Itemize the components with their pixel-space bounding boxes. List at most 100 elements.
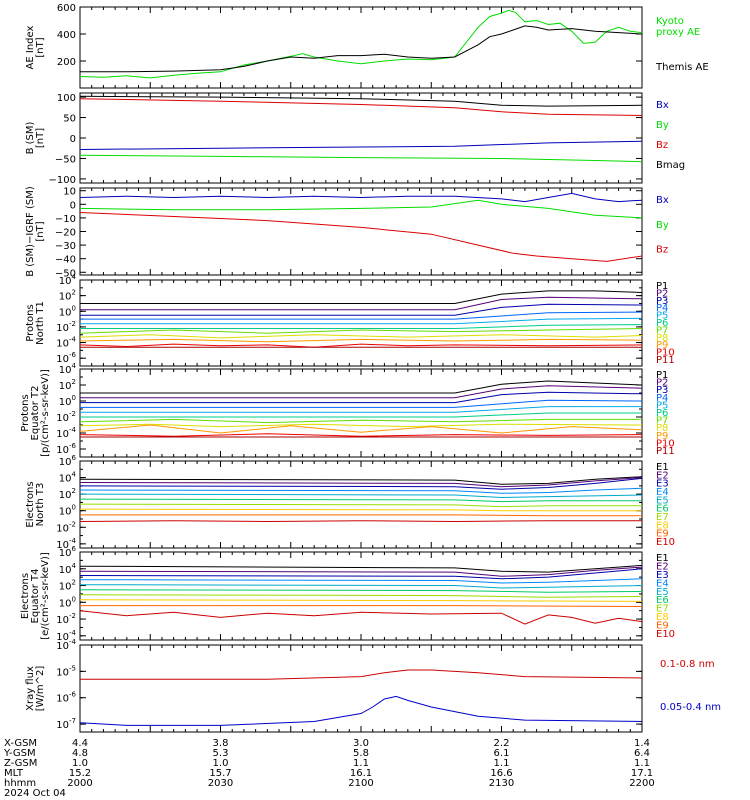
y-tick-label: 100 [59, 595, 76, 609]
series-line-p4 [80, 311, 642, 320]
series-line-e8 [80, 508, 642, 512]
legend-entry: E7 [656, 604, 669, 615]
series-line-0-1-0-8-nm [80, 669, 642, 680]
series-line-p2 [80, 385, 642, 399]
y-tick-label: 102 [59, 579, 76, 593]
panel-ae: 200 400 600 AE Index [nT] Kyoto proxy AE Themis… [25, 3, 709, 89]
y-axis-label: Xray flux [25, 666, 36, 711]
series-line-p1 [80, 290, 642, 304]
legend-entry: E10 [656, 629, 675, 640]
legend-entry: 0.1-0.8 nm [660, 659, 715, 670]
orbit-value: 16.1 [350, 768, 372, 779]
panel-xray: 10-4 10-5 10-6 10-7 Xray flux [W/m^2] 0.1-0.8 … [25, 638, 721, 733]
y-axis-label: [nT] [35, 128, 46, 148]
legend-entry: P4 [656, 393, 668, 404]
y-tick-label: 100 [59, 304, 76, 318]
series-line-p9 [80, 424, 642, 434]
y-tick-label: 102 [59, 289, 76, 303]
legend-entry: E10 [656, 537, 675, 548]
legend-entry: Bx [656, 100, 669, 111]
legend-entry: E6 [656, 595, 669, 606]
series-line-p4 [80, 399, 642, 408]
legend-entry: P8 [656, 423, 668, 434]
y-axis-label: B (SM)−IGRF (SM) [25, 186, 36, 277]
legend-entry: E1 [656, 553, 669, 564]
orbit-value: 2.2 [494, 738, 510, 749]
series-line-0-05-0-4-nm [80, 695, 642, 726]
series-line-kyoto-proxy-ae [80, 9, 642, 79]
series-line-e10 [80, 610, 642, 625]
legend-entry: P9 [656, 431, 668, 442]
legend-entry: P7 [656, 325, 668, 336]
legend-entry: E3 [656, 570, 669, 581]
y-tick-label: 10-4 [56, 638, 76, 652]
orbit-row-label: X-GSM [4, 738, 37, 749]
legend-entry: P10 [656, 348, 675, 359]
legend-entry: By [656, 120, 669, 131]
series-line-e5 [80, 493, 642, 499]
y-tick-label: 600 [57, 3, 76, 14]
legend-entry: E5 [656, 495, 669, 506]
time-tick-label: 2030 [208, 778, 233, 789]
y-tick-label: −50 [55, 268, 76, 279]
orbit-row-label: MLT [4, 768, 24, 779]
y-tick-label: 102 [59, 487, 76, 501]
series-line-e6 [80, 589, 642, 593]
legend-entry: P3 [656, 296, 668, 307]
y-tick-label: −40 [55, 255, 76, 266]
panel-frame [79, 187, 643, 276]
legend-entry: P4 [656, 303, 668, 314]
series-line-bx [80, 140, 642, 150]
legend-entry: P5 [656, 400, 668, 411]
y-axis-label: Equator T2 [30, 386, 41, 441]
orbit-row-label: hhmm [4, 778, 36, 789]
series-line-bz [80, 98, 642, 116]
y-tick-label: 200 [57, 57, 76, 68]
legend-entry: E7 [656, 512, 669, 523]
series-line-p2 [80, 296, 642, 311]
series-line-e4 [80, 487, 642, 494]
time-tick-label: 2100 [348, 778, 373, 789]
series-line-p3 [80, 391, 642, 404]
orbit-value: 1.0 [213, 758, 229, 769]
orbit-value: 4.8 [72, 748, 88, 759]
panel-frame [79, 551, 643, 641]
y-tick-label: 10-4 [56, 336, 76, 350]
orbit-row-label: Y-GSM [3, 748, 36, 759]
legend-entry: E2 [656, 561, 669, 572]
series-line-p7 [80, 418, 642, 424]
time-axis-annotations: X-GSMY-GSMZ-GSMMLThhmm4.44.81.015.220003… [3, 738, 655, 799]
legend-entry: P7 [656, 416, 668, 427]
legend-entry: E3 [656, 479, 669, 490]
orbit-value: 17.1 [631, 768, 653, 779]
series-line-e7 [80, 594, 642, 598]
series-line-by [80, 199, 642, 219]
panel-bigrf: −50 −40 −30 −20 −10 0 10 B (SM)−IGRF (SM) [nT] Bx… [25, 186, 669, 279]
series-line-p8 [80, 334, 642, 339]
series-line-e3 [80, 568, 642, 580]
y-tick-label: 0 [70, 200, 76, 211]
y-axis-label: Protons [20, 394, 31, 431]
legend-entry: P2 [656, 378, 668, 389]
legend-entry: E5 [656, 587, 669, 598]
y-axis-label: Electrons [20, 573, 31, 619]
y-tick-label: 104 [59, 273, 77, 287]
legend-entry: P1 [656, 281, 668, 292]
legend-entry: By [656, 220, 669, 231]
legend-entry: Bz [656, 245, 668, 256]
y-tick-label: 106 [59, 454, 77, 468]
y-axis-label: Electrons [25, 481, 36, 527]
y-axis-label: [e/(cm²-s-sr-keV)] [40, 552, 51, 640]
series-line-bmag [80, 95, 642, 107]
series-line-bx [80, 192, 642, 203]
series-line-by [80, 154, 642, 163]
y-tick-label: 10-2 [56, 320, 76, 334]
y-tick-label: −30 [55, 241, 76, 252]
legend-entry: E6 [656, 504, 669, 515]
y-tick-label: 10-7 [56, 717, 76, 731]
legend-entry: Bz [656, 140, 668, 151]
legend-entry: E1 [656, 462, 669, 473]
y-tick-label: 10 [63, 187, 76, 198]
orbit-value: 15.7 [209, 768, 231, 779]
